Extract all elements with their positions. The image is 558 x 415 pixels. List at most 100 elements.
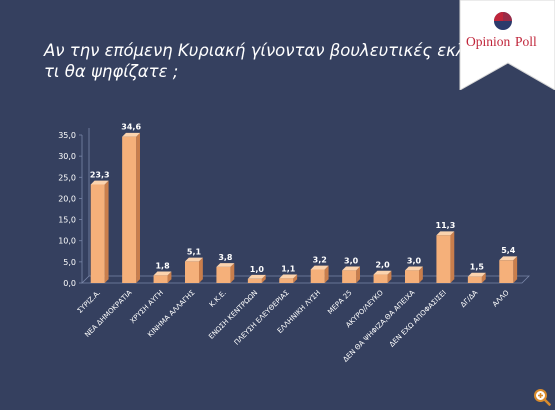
chart-title-line-1: Αν την επόμενη Κυριακή γίνονταν βουλευτι… (44, 41, 510, 60)
bar (216, 263, 235, 283)
chart-axes (81, 128, 530, 284)
bar (373, 270, 392, 283)
category-label: ΔΓ/ΔΑ (459, 289, 479, 309)
bar-top (467, 272, 486, 277)
bar (247, 274, 266, 283)
bar-top (122, 132, 140, 137)
bar-front (90, 184, 105, 283)
bar-side (199, 257, 203, 283)
bar-top (310, 265, 329, 270)
bar-front (342, 270, 357, 283)
y-tick-label: 25,0 (58, 173, 76, 182)
y-tick-label: 35,0 (58, 131, 76, 140)
bar-front (467, 276, 482, 283)
category-label: ΠΛΕΥΣΗ ΕΛΕΥΘΕΡΙΑΣ (233, 289, 291, 347)
bar-side (356, 266, 360, 283)
bar-top (90, 180, 109, 185)
chart-floor (81, 275, 530, 284)
bar-side (419, 266, 423, 283)
bar-side (481, 272, 486, 283)
bar-top (216, 263, 235, 267)
data-label: 1,1 (281, 264, 296, 273)
bar (499, 256, 518, 283)
bar-side (167, 271, 172, 283)
bar-top (499, 256, 518, 261)
y-tick-label: 10,0 (58, 237, 76, 246)
category-label: ΑΛΛΟ (491, 288, 511, 308)
category-label: ΜΕΡΑ 25 (326, 289, 353, 316)
data-label: 1,5 (470, 263, 485, 272)
data-label: 3,8 (218, 253, 233, 262)
bar-side (261, 274, 266, 283)
y-tick-label: 20,0 (58, 194, 76, 203)
data-label: 11,3 (436, 221, 456, 230)
category-label: ΔΕΝ ΕΧΩ ΑΠΟΦΑΣΙΣΕΙ (388, 289, 448, 349)
bar-front (153, 275, 168, 283)
bar (122, 132, 140, 283)
data-label: 5,4 (501, 246, 516, 255)
bar-front (216, 266, 231, 283)
bar-front (405, 270, 419, 283)
bar-top (436, 231, 455, 236)
logo-circle-red (494, 12, 503, 21)
bar (185, 257, 203, 283)
logo-text-opinion: Opinion (466, 34, 511, 49)
bar-front (122, 136, 137, 283)
data-label: 2,0 (375, 261, 390, 270)
data-label: 3,2 (313, 255, 327, 264)
bar-front (310, 269, 325, 283)
bar-top (153, 271, 172, 276)
bar-front (279, 278, 294, 283)
chart-bars (90, 132, 518, 283)
category-label: Κ.Κ.Ε. (208, 289, 228, 309)
bar-side (324, 265, 329, 283)
bar-side (104, 180, 109, 283)
opinionpoll-logo: Opinion Poll (456, 0, 555, 91)
logo-ribbon (459, 0, 555, 91)
bar-top (247, 274, 266, 279)
bar (153, 271, 172, 283)
chart-title-line-2: τι θα ψηφίζατε ; (44, 62, 179, 81)
bar (342, 266, 360, 283)
data-label: 1,8 (155, 261, 170, 270)
bar-side (513, 256, 518, 283)
bar (436, 231, 455, 283)
bar (467, 272, 486, 283)
bar (405, 266, 423, 283)
bar-side (387, 270, 392, 283)
y-tick-label: 0,0 (63, 279, 76, 288)
bar-side (293, 274, 298, 283)
logo-text-poll: Poll (515, 34, 537, 49)
bar-side (230, 263, 235, 283)
bar-side (450, 231, 455, 283)
bar-front (185, 261, 199, 283)
data-label: 3,0 (344, 256, 359, 265)
bar (279, 274, 298, 283)
bar-top (185, 257, 203, 262)
bar-front (247, 278, 262, 283)
bar-front (436, 235, 451, 283)
y-tick-label: 15,0 (58, 216, 76, 225)
y-tick-label: 5,0 (63, 258, 76, 267)
bar-top (342, 266, 360, 271)
y-tick-label: 30,0 (58, 152, 76, 161)
bar-top (405, 266, 423, 271)
logo-circle-red-2 (503, 12, 512, 21)
category-label: ΣΥΡΙΖ.Α. (76, 289, 102, 315)
bar (90, 180, 109, 283)
data-label: 23,3 (90, 170, 110, 179)
bar-front (373, 274, 388, 283)
bar (310, 265, 329, 283)
data-label: 3,0 (407, 256, 422, 265)
chart-y-tick-labels: 0,0 5,0 10,0 15,0 20,0 25,0 30,0 35,0 (58, 131, 82, 288)
bar-top (373, 270, 392, 275)
chart-data-labels: 23,3 34,6 1,8 5,1 3,8 1,0 1,1 3,2 3,0 2,0 3,0 11,3 1… (90, 123, 516, 274)
data-label: 34,6 (121, 123, 141, 132)
bar-top (279, 274, 298, 279)
data-label: 5,1 (187, 247, 202, 256)
bar-front (499, 260, 514, 283)
magnifier-plus-icon[interactable] (533, 388, 551, 406)
